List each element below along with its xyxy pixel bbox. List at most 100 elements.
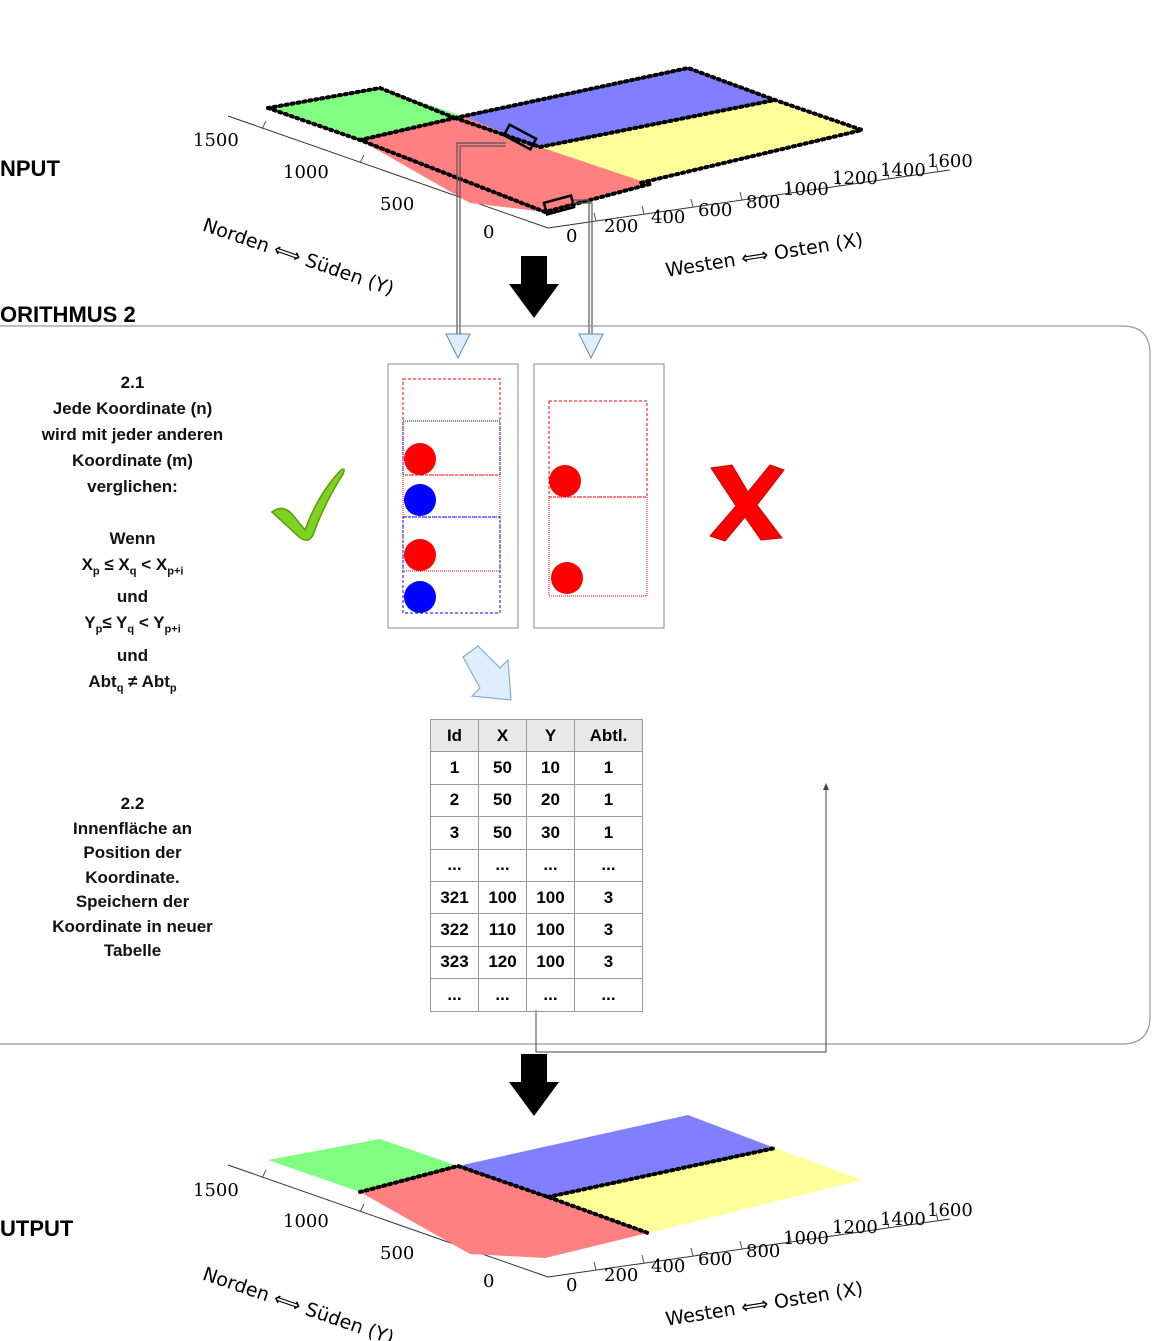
step-number: 2.1 bbox=[120, 373, 145, 392]
y-tick: 1500 bbox=[193, 130, 239, 151]
table-cell: 100 bbox=[526, 913, 575, 947]
step-text: wird mit jeder anderen bbox=[41, 425, 224, 444]
table-cell: ... bbox=[430, 848, 479, 882]
input-region-blue bbox=[455, 68, 775, 147]
x-tick: 1000 bbox=[783, 1228, 829, 1249]
table-row: 321 100 100 3 bbox=[430, 880, 643, 915]
table-row: 3 50 30 1 bbox=[430, 816, 643, 850]
step-number: 2.2 bbox=[120, 794, 145, 813]
table-cell: 10 bbox=[526, 751, 575, 785]
step-text: und bbox=[116, 587, 149, 607]
condition-y: Yp≤ Yq < Yp+i bbox=[84, 613, 181, 636]
highlight-box-2 bbox=[542, 194, 576, 216]
output-section-label: UTPUT bbox=[0, 1216, 74, 1241]
red-point bbox=[404, 443, 436, 475]
arrow-down-icon bbox=[509, 1054, 559, 1116]
y-tick: 1500 bbox=[193, 1180, 239, 1201]
table-cell: 1 bbox=[574, 816, 643, 850]
x-tick: 1600 bbox=[927, 151, 973, 172]
table-cell: 321 bbox=[430, 880, 479, 915]
step-text: Position der bbox=[83, 843, 182, 862]
x-tick: 400 bbox=[651, 207, 686, 228]
step-text: Jede Koordinate (n) bbox=[52, 399, 213, 418]
y-tick: 500 bbox=[380, 1243, 415, 1264]
table-cell: 2 bbox=[430, 783, 479, 818]
x-tick: 1400 bbox=[880, 160, 926, 181]
table-cell: 1 bbox=[430, 751, 479, 785]
output-region-green bbox=[268, 1139, 458, 1192]
input-axes bbox=[227, 115, 951, 229]
table-row: 1 50 10 1 bbox=[430, 751, 643, 785]
y-tick: 1000 bbox=[283, 1211, 329, 1232]
blue-point bbox=[404, 581, 436, 613]
x-tick: 0 bbox=[566, 226, 578, 247]
step-text: und bbox=[116, 645, 149, 665]
table-cell: ... bbox=[526, 978, 575, 1012]
table-cell: 20 bbox=[526, 783, 575, 818]
red-point bbox=[404, 539, 436, 571]
table-cell: 30 bbox=[526, 816, 575, 850]
zoom-box-valid bbox=[387, 363, 519, 629]
table-cell: 3 bbox=[574, 913, 643, 947]
x-tick: 200 bbox=[604, 216, 639, 237]
step-text: verglichen: bbox=[87, 477, 178, 496]
red-point bbox=[549, 465, 581, 497]
zoom-box-invalid bbox=[533, 363, 665, 629]
table-cell: 120 bbox=[478, 945, 527, 980]
step-2-1-description: 2.1 Jede Koordinate (n) wird mit jeder a… bbox=[20, 370, 245, 701]
step-text: Koordinate in neuer bbox=[52, 916, 213, 936]
table-row: ............ bbox=[430, 848, 643, 882]
step-text: Koordinate. bbox=[85, 867, 180, 887]
condition-abt: Abtq ≠ Abtp bbox=[88, 671, 177, 695]
cross-icon bbox=[709, 464, 785, 542]
arrow-down-icon bbox=[509, 256, 559, 318]
y-tick: 0 bbox=[483, 222, 495, 243]
x-tick: 1000 bbox=[783, 179, 829, 200]
step-text: Innenfläche an bbox=[72, 818, 193, 838]
table-cell: ... bbox=[526, 848, 575, 882]
table-cell: 1 bbox=[574, 783, 643, 818]
output-regions bbox=[268, 1115, 862, 1258]
table-cell: 100 bbox=[478, 880, 527, 915]
output-region-blue bbox=[458, 1115, 775, 1197]
table-cell: 50 bbox=[478, 751, 527, 785]
table-cell: 110 bbox=[478, 913, 527, 947]
highlight-box-1 bbox=[502, 122, 538, 152]
x-tick: 1200 bbox=[832, 1217, 878, 1238]
table-cell: 50 bbox=[478, 816, 527, 850]
column-header: X bbox=[478, 718, 527, 753]
algorithm-frame bbox=[0, 325, 1151, 1045]
table-cell: 322 bbox=[430, 913, 479, 947]
table-cell: ... bbox=[430, 978, 479, 1012]
table-cell: 100 bbox=[526, 945, 575, 980]
table-row: 322 110 100 3 bbox=[430, 913, 643, 947]
input-region-red bbox=[360, 117, 650, 212]
red-point bbox=[551, 562, 583, 594]
step-text: Wenn bbox=[109, 529, 156, 548]
step-text: Koordinate (m) bbox=[72, 451, 193, 470]
output-region-red bbox=[360, 1166, 648, 1258]
x-tick: 800 bbox=[746, 192, 781, 213]
x-tick: 800 bbox=[746, 1241, 781, 1262]
x-tick: 1400 bbox=[880, 1209, 926, 1230]
table-cell: 3 bbox=[430, 816, 479, 850]
condition-x: Xp ≤ Xq < Xp+i bbox=[81, 555, 184, 578]
zoom-arrowhead-left bbox=[445, 333, 471, 360]
zoom-connectors bbox=[456, 142, 593, 335]
input-boundaries bbox=[266, 65, 870, 215]
output-boundaries bbox=[358, 1146, 777, 1235]
step-text: Speichern der bbox=[75, 892, 190, 911]
table-cell: 323 bbox=[430, 945, 479, 980]
y-tick: 1000 bbox=[283, 162, 329, 183]
x-tick: 600 bbox=[698, 1249, 733, 1270]
table-cell: 3 bbox=[574, 880, 643, 915]
table-row: 323 120 100 3 bbox=[430, 945, 643, 980]
check-icon bbox=[270, 468, 345, 541]
blue-point bbox=[404, 484, 436, 516]
x-tick: 1200 bbox=[832, 168, 878, 189]
column-header: Id bbox=[430, 718, 479, 753]
x-tick: 1600 bbox=[927, 1200, 973, 1221]
table-cell: ... bbox=[478, 978, 527, 1012]
